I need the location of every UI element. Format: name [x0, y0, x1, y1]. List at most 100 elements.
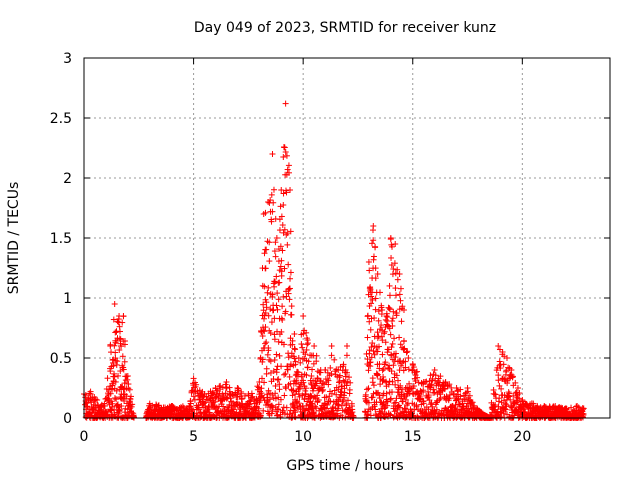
- data-point: [390, 362, 397, 369]
- data-point: [420, 379, 427, 385]
- data-point: [341, 389, 348, 396]
- data-point: [400, 307, 407, 313]
- data-point: [287, 228, 294, 235]
- data-point: [410, 383, 417, 390]
- data-point: [314, 375, 321, 382]
- data-point: [124, 373, 131, 379]
- data-point: [255, 405, 262, 412]
- data-point: [260, 327, 267, 334]
- data-point: [368, 343, 375, 350]
- data-point: [503, 401, 510, 408]
- data-point: [196, 396, 203, 403]
- data-point: [402, 358, 409, 365]
- data-point: [412, 378, 419, 385]
- data-point: [292, 414, 299, 421]
- data-point: [111, 395, 118, 402]
- data-point: [397, 297, 404, 304]
- data-point: [274, 306, 281, 313]
- data-point: [343, 382, 350, 389]
- data-point: [302, 407, 309, 414]
- data-point: [448, 384, 455, 391]
- data-point: [366, 318, 373, 325]
- data-point: [397, 382, 404, 389]
- data-point: [371, 351, 378, 358]
- data-point: [390, 308, 397, 315]
- data-point: [349, 409, 356, 416]
- data-point: [344, 397, 351, 404]
- data-point: [119, 353, 126, 360]
- axis-ticks: 0 0.5 1 1.5 2 2.5 3 0 5 10 15 20: [50, 51, 610, 445]
- data-point: [313, 380, 320, 387]
- grid-lines: [84, 58, 610, 418]
- data-point: [446, 381, 453, 388]
- data-point: [378, 322, 385, 329]
- data-point: [112, 329, 119, 336]
- data-point: [425, 392, 432, 399]
- data-point: [289, 392, 296, 399]
- data-point: [262, 310, 269, 317]
- data-point: [441, 386, 448, 393]
- data-point: [257, 412, 264, 419]
- data-point: [457, 386, 464, 393]
- data-point: [502, 406, 509, 413]
- data-point: [212, 385, 219, 391]
- data-point: [401, 345, 408, 352]
- data-point: [259, 282, 266, 289]
- data-point: [426, 378, 433, 385]
- data-point: [319, 380, 326, 387]
- data-point: [296, 400, 303, 407]
- data-point: [275, 296, 282, 303]
- data-point: [385, 381, 392, 388]
- data-point: [387, 395, 394, 402]
- data-point: [343, 352, 350, 359]
- data-point: [276, 352, 283, 359]
- data-point: [282, 148, 289, 155]
- data-point: [282, 385, 289, 392]
- data-point: [113, 337, 120, 344]
- data-point: [114, 401, 121, 408]
- data-point: [279, 303, 286, 310]
- data-point: [292, 358, 299, 365]
- data-point: [168, 403, 175, 409]
- data-point: [367, 326, 374, 333]
- data-point: [386, 282, 393, 289]
- data-point: [393, 310, 400, 317]
- data-point: [495, 377, 502, 384]
- data-point: [308, 381, 315, 388]
- data-point: [284, 166, 291, 173]
- data-point: [368, 354, 375, 361]
- y-tick-label: 3: [63, 51, 72, 67]
- data-point: [110, 362, 117, 369]
- data-point: [500, 397, 507, 404]
- data-point: [292, 346, 299, 353]
- data-point: [338, 402, 345, 409]
- x-tick-label: 15: [404, 429, 422, 445]
- data-point: [111, 370, 118, 377]
- data-point: [288, 350, 295, 357]
- data-point: [364, 312, 371, 319]
- data-point: [328, 352, 335, 359]
- data-point: [275, 338, 282, 345]
- data-point: [417, 387, 424, 394]
- data-point: [259, 356, 266, 363]
- data-point: [291, 355, 298, 362]
- data-point: [281, 371, 288, 378]
- data-point: [368, 300, 375, 307]
- data-point: [286, 373, 293, 380]
- data-point: [116, 328, 123, 335]
- data-point: [275, 401, 282, 408]
- data-point: [280, 202, 287, 209]
- data-point: [119, 319, 126, 326]
- data-point: [288, 303, 295, 310]
- data-point: [497, 409, 504, 416]
- data-point: [275, 406, 282, 413]
- data-point: [389, 389, 396, 396]
- data-point: [223, 385, 230, 392]
- data-point: [379, 377, 386, 384]
- data-point: [263, 299, 270, 306]
- data-point: [296, 393, 303, 400]
- data-point: [107, 368, 114, 375]
- data-point: [278, 187, 285, 193]
- data-point: [285, 290, 292, 297]
